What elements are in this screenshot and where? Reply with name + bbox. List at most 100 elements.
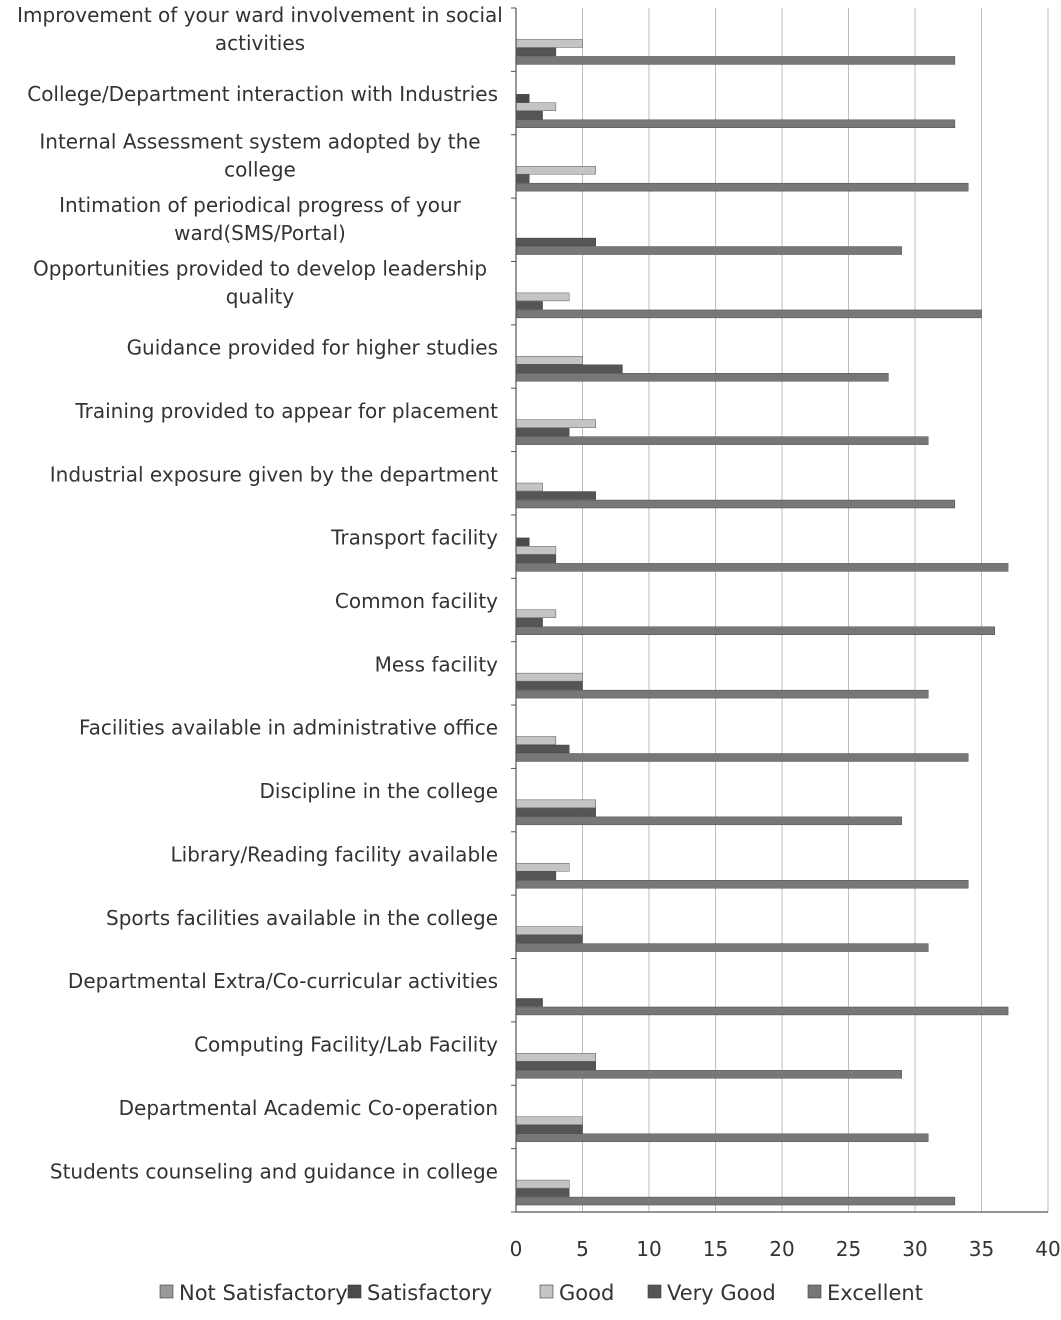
- bar-good: [515, 863, 570, 872]
- category-label: Common facility: [335, 589, 498, 613]
- bar-excellent: [515, 1070, 902, 1079]
- bar-good: [515, 292, 570, 302]
- category-label: Training provided to appear for placemen…: [74, 399, 498, 423]
- category-label-line: Library/Reading facility available: [171, 842, 498, 866]
- bar-very-good: [515, 681, 583, 690]
- x-tick-label: 15: [703, 1237, 728, 1261]
- category-label: Internal Assessment system adopted by th…: [39, 130, 480, 182]
- bar-very-good: [515, 111, 543, 120]
- category-label-line: Sports facilities available in the colle…: [106, 906, 498, 930]
- bar-very-good: [515, 237, 597, 247]
- bar-very-good: [515, 47, 557, 57]
- bar-good: [515, 165, 597, 175]
- category-label: Sports facilities available in the colle…: [106, 906, 498, 930]
- category-label: Industrial exposure given by the departm…: [50, 462, 498, 486]
- bar-good: [515, 1179, 570, 1189]
- bar-excellent: [515, 689, 929, 699]
- bar-excellent: [515, 246, 902, 255]
- bar-satisfactory: [515, 537, 530, 547]
- category-label: Intimation of periodical progress of you…: [59, 193, 462, 245]
- bar-good: [515, 482, 543, 492]
- category-label-line: Transport facility: [330, 526, 498, 550]
- legend-swatch-very-good: [647, 1284, 662, 1299]
- bar-good: [515, 672, 583, 682]
- bar-excellent: [515, 626, 995, 635]
- category-label: Transport facility: [330, 526, 498, 550]
- bar-excellent: [515, 816, 902, 826]
- category-label-line: ward(SMS/Portal): [174, 221, 346, 245]
- legend-label: Good: [559, 1281, 614, 1305]
- bar-very-good: [515, 1061, 597, 1071]
- category-label: Students counseling and guidance in coll…: [50, 1159, 498, 1183]
- legend-swatch-satisfactory: [347, 1284, 362, 1299]
- bar-good: [515, 39, 583, 48]
- bar-good: [515, 1116, 583, 1125]
- category-label-line: Common facility: [335, 589, 498, 613]
- category-label-line: Discipline in the college: [260, 779, 499, 803]
- category-label-line: activities: [215, 31, 305, 55]
- category-label-line: Intimation of periodical progress of you…: [59, 193, 462, 217]
- bar-very-good: [515, 174, 530, 183]
- bar-excellent: [515, 1133, 929, 1142]
- legend-label: Satisfactory: [367, 1281, 492, 1305]
- bar-excellent: [515, 436, 929, 445]
- bar-very-good: [515, 934, 583, 944]
- bar-very-good: [515, 744, 570, 754]
- x-tick-label: 5: [576, 1237, 589, 1261]
- category-label: Mess facility: [375, 652, 499, 676]
- category-label: Opportunities provided to develop leader…: [33, 256, 487, 308]
- bar-good: [515, 609, 557, 618]
- category-label-line: college: [224, 158, 296, 182]
- category-label: College/Department interaction with Indu…: [27, 82, 498, 106]
- legend-swatch-excellent: [807, 1284, 822, 1299]
- x-tick-label: 20: [769, 1237, 794, 1261]
- category-label: Departmental Academic Co-operation: [119, 1096, 498, 1120]
- x-tick-labels: 0 5 10 15 20 25 30 35 40: [510, 1237, 1061, 1261]
- bar-excellent: [515, 943, 929, 952]
- bar-very-good: [515, 808, 597, 817]
- x-tick-label: 25: [836, 1237, 861, 1261]
- category-label-line: Improvement of your ward involvement in …: [17, 3, 503, 27]
- category-label: Computing Facility/Lab Facility: [194, 1033, 498, 1057]
- legend-label: Excellent: [827, 1281, 923, 1305]
- category-label-line: College/Department interaction with Indu…: [27, 82, 498, 106]
- bar-excellent: [515, 182, 969, 192]
- category-label-line: Training provided to appear for placemen…: [74, 399, 498, 423]
- category-label-line: Industrial exposure given by the departm…: [50, 462, 498, 486]
- bar-satisfactory: [515, 94, 530, 103]
- category-label-line: quality: [226, 284, 295, 308]
- bar-good: [515, 1053, 597, 1062]
- bar-excellent: [515, 56, 956, 65]
- bar-very-good: [515, 301, 543, 310]
- bar-good: [515, 419, 597, 428]
- category-label: Improvement of your ward involvement in …: [17, 3, 503, 55]
- category-label: Departmental Extra/Co-curricular activit…: [68, 969, 498, 993]
- grid: [515, 8, 1049, 1212]
- bar-very-good: [515, 618, 543, 627]
- bar-excellent: [515, 563, 1009, 572]
- bar-excellent: [515, 753, 969, 762]
- bar-excellent: [515, 499, 956, 509]
- bar-excellent: [515, 373, 889, 382]
- category-label: Library/Reading facility available: [171, 842, 498, 866]
- category-label-line: Mess facility: [375, 652, 499, 676]
- bar-good: [515, 736, 557, 745]
- bar-excellent: [515, 1196, 956, 1206]
- x-tick-label: 10: [636, 1237, 661, 1261]
- bars: [515, 39, 1009, 1206]
- legend-swatch-not-satisfactory: [159, 1284, 174, 1299]
- legend-label: Not Satisfactory: [179, 1281, 348, 1305]
- legend: Not Satisfactory Satisfactory Good Very Goo…: [159, 1281, 923, 1305]
- category-label-line: Departmental Extra/Co-curricular activit…: [68, 969, 498, 993]
- category-labels: Improvement of your ward involvement in …: [17, 3, 503, 1183]
- category-label-line: Opportunities provided to develop leader…: [33, 256, 487, 280]
- bar-very-good: [515, 427, 570, 437]
- legend-label: Very Good: [667, 1281, 776, 1305]
- bar-very-good: [515, 1188, 570, 1197]
- category-label: Discipline in the college: [260, 779, 499, 803]
- bar-very-good: [515, 998, 543, 1007]
- bar-very-good: [515, 554, 557, 564]
- bar-excellent: [515, 309, 982, 319]
